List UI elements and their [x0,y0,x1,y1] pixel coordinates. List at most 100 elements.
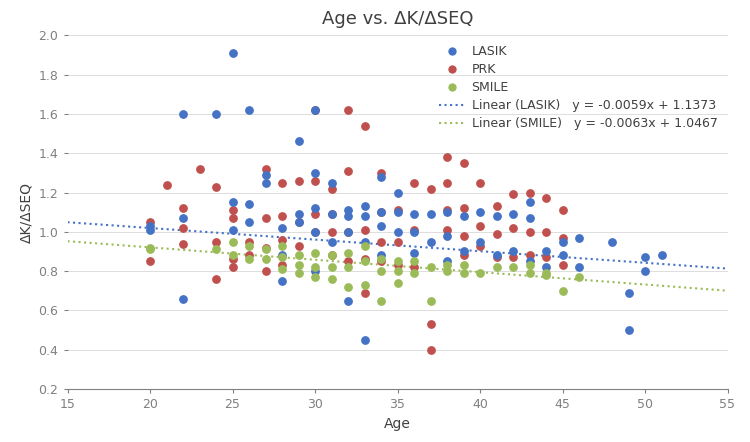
Point [392,238,404,245]
Point [292,262,304,269]
Point [243,201,255,208]
Point [375,173,387,180]
X-axis label: Age: Age [384,416,411,431]
Point [556,238,568,245]
Point [458,248,470,255]
Legend: LASIK, PRK, SMILE, Linear (LASIK)   y = -0.0059x + 1.1373, Linear (SMILE)   y = : LASIK, PRK, SMILE, Linear (LASIK) y = -0… [435,42,722,134]
Point [326,210,338,217]
Point [458,270,470,277]
Point [243,252,255,259]
Point [276,278,288,285]
Point [210,110,222,118]
Point [342,263,354,271]
Point [424,263,436,271]
Point [392,258,404,265]
Point [326,179,338,186]
Point [260,256,272,263]
Point [458,213,470,220]
Point [276,262,288,269]
Point [177,225,189,232]
Point [226,214,238,221]
Point [424,210,436,217]
Point [210,238,222,245]
Point [144,218,156,225]
Point [392,279,404,286]
Point [573,234,585,241]
Point [292,177,304,184]
Point [408,226,420,233]
Point [441,207,453,214]
Point [524,189,536,196]
Point [474,242,486,249]
Point [309,177,321,184]
Point [309,210,321,217]
Point [243,107,255,114]
Point [458,262,470,269]
Point [144,222,156,229]
Point [408,250,420,257]
Point [226,252,238,259]
Point [342,283,354,290]
Point [342,297,354,304]
Point [424,185,436,192]
Point [358,203,370,210]
Point [342,107,354,114]
Point [342,213,354,220]
Point [424,297,436,304]
Point [573,274,585,281]
Point [358,242,370,249]
Point [540,270,552,277]
Point [226,199,238,206]
Point [639,267,651,274]
Point [458,205,470,212]
Point [524,228,536,235]
Point [441,179,453,186]
Point [292,270,304,277]
Point [375,258,387,265]
Point [540,195,552,202]
Point [260,171,272,179]
Point [540,254,552,261]
Point [260,165,272,172]
Point [408,263,420,271]
Point [408,228,420,235]
Point [556,262,568,269]
Point [524,258,536,265]
Point [326,252,338,259]
Point [226,263,238,271]
Point [226,256,238,263]
Point [342,207,354,214]
Point [326,210,338,217]
Point [556,252,568,259]
Point [375,222,387,229]
Point [260,179,272,186]
Point [524,252,536,259]
Point [226,226,238,233]
Point [276,242,288,249]
Point [276,252,288,259]
Point [260,267,272,274]
Point [507,210,519,217]
Point [243,238,255,245]
Point [177,205,189,212]
Point [309,169,321,176]
Point [490,263,502,271]
Point [441,154,453,161]
Point [474,222,486,229]
Point [458,160,470,167]
Point [326,263,338,271]
Point [309,107,321,114]
Point [326,275,338,282]
Point [375,209,387,216]
Point [226,207,238,214]
Point [292,242,304,249]
Point [243,242,255,249]
Point [326,238,338,245]
Point [556,207,568,214]
Point [326,252,338,259]
Point [144,226,156,233]
Point [490,213,502,220]
Point [507,248,519,255]
Point [392,228,404,235]
Point [309,274,321,281]
